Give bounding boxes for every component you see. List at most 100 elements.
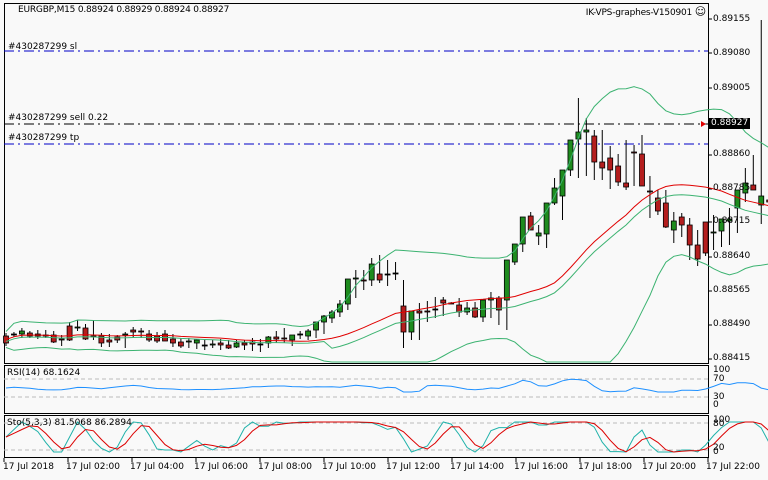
price-tick: 0.88565 (713, 285, 751, 295)
candle-body (106, 339, 113, 343)
candle-body (511, 243, 518, 263)
candle-body (18, 330, 25, 335)
candle-body (241, 342, 248, 346)
price-tick: 0.89155 (713, 14, 751, 24)
candle-body (686, 224, 693, 246)
candle-body (527, 215, 534, 231)
price-tick: 0.88715 (713, 216, 751, 226)
price-tick: 0.89080 (713, 48, 751, 58)
rsi-level: 30 (713, 392, 725, 402)
candle-body (702, 221, 709, 254)
rsi-level: 100 (713, 365, 731, 375)
candle-body (670, 220, 677, 231)
candle-body (185, 340, 192, 343)
time-tick: 17 Jul 10:00 (322, 462, 376, 472)
candle-body (281, 337, 288, 340)
sell-order-label: #430287299 sell 0.22 (8, 113, 109, 123)
time-tick: 17 Jul 14:00 (450, 462, 504, 472)
candle-body (217, 342, 224, 346)
candle-body (305, 330, 312, 337)
candle-body (368, 263, 375, 281)
candle-body (233, 342, 240, 348)
candle-body (742, 182, 749, 194)
candle-body (503, 259, 510, 301)
time-tick: 17 Jul 12:00 (386, 462, 440, 472)
stoch-level: 100 (713, 415, 731, 425)
candle-body (154, 335, 160, 342)
time-tick: 17 Jul 16:00 (514, 462, 568, 472)
candle-body (138, 330, 145, 333)
candle-body (130, 329, 137, 333)
time-tick: 17 Jul 2018 (3, 462, 54, 472)
candle-body (440, 299, 447, 304)
stoch-level: 80 (713, 419, 725, 429)
candle-body (11, 333, 17, 336)
candle-body (639, 153, 645, 187)
rsi-pane (4, 365, 709, 414)
candle-body (170, 338, 176, 344)
candle-body (66, 325, 73, 341)
time-tick: 17 Jul 06:00 (194, 462, 248, 472)
candle-body (225, 344, 232, 349)
current-price-badge: 0.88927 (709, 118, 751, 129)
candle-body (432, 308, 439, 311)
candle-body (615, 165, 622, 183)
time-tick: 17 Jul 02:00 (66, 462, 120, 472)
candle-body (647, 190, 653, 193)
price-tick: 0.88415 (713, 353, 751, 363)
stoch-signal-line (5, 421, 768, 453)
candle-body (416, 310, 423, 314)
candle-body (750, 184, 757, 191)
candle-body (583, 129, 590, 133)
time-tick: 17 Jul 22:00 (706, 462, 760, 472)
candle-body (257, 343, 264, 346)
candle-body (758, 195, 765, 206)
candle-body (662, 202, 669, 228)
candle-body (591, 135, 598, 163)
candle-body (607, 157, 614, 171)
moving-average-line (5, 184, 768, 342)
candle-body (82, 327, 89, 340)
candle-body (360, 279, 367, 282)
candle-body (472, 307, 478, 318)
candle-body (623, 182, 629, 188)
smiley-icon: ☺ (694, 5, 706, 18)
candle-body (678, 216, 685, 226)
server-label: IK-VPS-graphes-V150901 ☺ (585, 5, 706, 18)
candle-body (273, 336, 280, 340)
main-pane (4, 3, 709, 364)
candle-body (392, 272, 399, 275)
time-tick: 17 Jul 04:00 (130, 462, 184, 472)
candle-body (344, 278, 351, 305)
candle-body (265, 336, 272, 344)
candle-body (480, 299, 486, 318)
middle-band-line (5, 194, 768, 349)
sl-order-label: #430287299 sl (8, 42, 78, 52)
candle-body (519, 216, 526, 245)
lower-band-line (5, 254, 768, 363)
candle-body (766, 199, 768, 203)
price-tick: 0.88490 (713, 319, 751, 329)
candle-body (384, 273, 391, 276)
candle-body (376, 273, 383, 281)
price-tick: 0.88860 (713, 149, 751, 159)
candle-body (535, 232, 542, 237)
candle-body (734, 189, 741, 209)
candle-body (114, 336, 121, 341)
candle-body (543, 202, 550, 235)
time-tick: 17 Jul 08:00 (258, 462, 312, 472)
upper-band-line (5, 86, 768, 332)
candle-body (50, 334, 57, 343)
price-tick: 0.88640 (713, 251, 751, 261)
stoch-level: 0 (713, 447, 719, 457)
candle-body (98, 335, 105, 344)
candle-body (289, 334, 296, 341)
candle-body (336, 303, 343, 313)
candle-body (424, 310, 431, 313)
candle-body (177, 341, 184, 347)
sell-arrow-icon (701, 121, 706, 127)
candle-body (631, 151, 637, 154)
candle-body (201, 344, 208, 347)
price-tick: 0.89005 (713, 83, 751, 93)
